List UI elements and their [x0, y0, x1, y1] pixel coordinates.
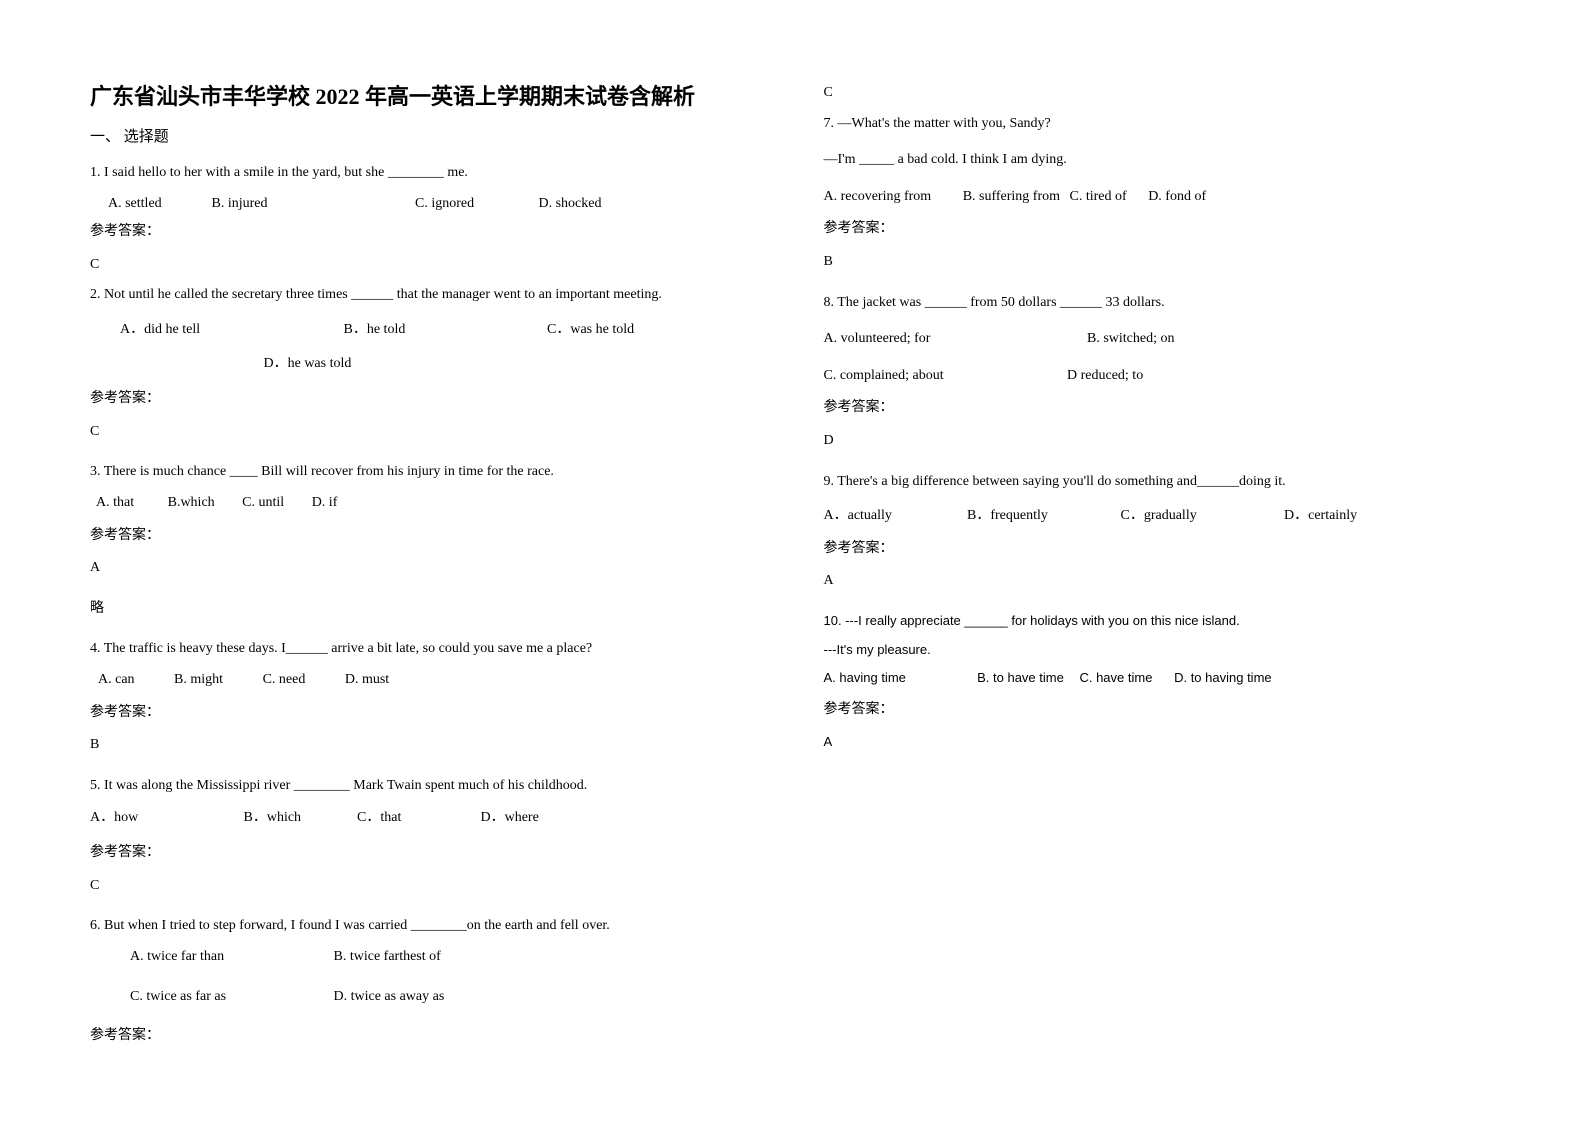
q10-stem1: 10. ---I really appreciate ______ for ho…: [824, 609, 1498, 634]
q10-answer: A: [824, 730, 1498, 755]
q3-stem: 3. There is much chance ____ Bill will r…: [90, 459, 764, 486]
q6-opt-a: A. twice far than: [130, 944, 330, 971]
q8-stem: 8. The jacket was ______ from 50 dollars…: [824, 290, 1498, 317]
q8-ref-label: 参考答案：: [824, 395, 1498, 422]
q2-opt-c: C．was he told: [547, 313, 634, 347]
q2-options: A．did he tell B．he told C．was he told D．…: [90, 313, 764, 380]
q9-opt-c: C．gradually: [1121, 503, 1281, 530]
q10-opt-a: A. having time: [824, 666, 974, 691]
q8-opt-c: C. complained; about: [824, 363, 1064, 390]
q3-note: 略: [90, 596, 764, 623]
q6-options-row1: A. twice far than B. twice farthest of: [90, 944, 764, 971]
q1-opt-d: D. shocked: [539, 191, 602, 218]
q6-opt-b: B. twice farthest of: [334, 944, 441, 971]
q9-opt-d: D．certainly: [1284, 503, 1357, 530]
q9-answer: A: [824, 568, 1498, 595]
document-title: 广东省汕头市丰华学校 2022 年高一英语上学期期末试卷含解析: [90, 80, 764, 113]
q6-opt-d: D. twice as away as: [334, 984, 445, 1011]
q7-answer: B: [824, 249, 1498, 276]
q4-opt-d: D. must: [345, 667, 389, 694]
q9-opt-b: B．frequently: [967, 503, 1117, 530]
q8-opt-d: D reduced; to: [1067, 363, 1143, 390]
q6-stem: 6. But when I tried to step forward, I f…: [90, 913, 764, 940]
q5-ref-label: 参考答案：: [90, 840, 764, 867]
q10-opt-d: D. to having time: [1174, 666, 1272, 691]
q5-opt-b: B．which: [244, 803, 354, 834]
q1-opt-c: C. ignored: [415, 191, 535, 218]
q4-stem: 4. The traffic is heavy these days. I___…: [90, 636, 764, 663]
q8-options-row1: A. volunteered; for B. switched; on: [824, 326, 1498, 353]
q8-opt-b: B. switched; on: [1087, 326, 1175, 353]
q3-opt-b: B.which: [168, 490, 215, 517]
q3-opt-d: D. if: [312, 490, 338, 517]
q6-answer: C: [824, 80, 1498, 107]
q7-options: A. recovering from B. suffering from C. …: [824, 184, 1498, 211]
q1-ref-label: 参考答案：: [90, 219, 764, 246]
q9-ref-label: 参考答案：: [824, 536, 1498, 563]
q2-ref-label: 参考答案：: [90, 386, 764, 413]
q3-ref-label: 参考答案：: [90, 523, 764, 550]
q10-opt-c: C. have time: [1079, 666, 1152, 691]
q4-ref-label: 参考答案：: [90, 700, 764, 727]
q1-answer: C: [90, 252, 764, 279]
q5-opt-c: C．that: [357, 803, 477, 834]
q5-opt-a: A．how: [90, 803, 240, 834]
q5-opt-d: D．where: [481, 803, 539, 834]
q1-opt-b: B. injured: [212, 191, 412, 218]
q5-stem: 5. It was along the Mississippi river __…: [90, 773, 764, 800]
q4-opt-a: A. can: [98, 667, 135, 694]
q4-opt-c: C. need: [263, 667, 306, 694]
q2-opt-d: D．he was told: [264, 347, 352, 381]
q6-opt-c: C. twice as far as: [130, 984, 330, 1011]
q3-opt-a: A. that: [96, 490, 134, 517]
q3-options: A. that B.which C. until D. if: [90, 490, 764, 517]
q7-ref-label: 参考答案：: [824, 216, 1498, 243]
q8-options-row2: C. complained; about D reduced; to: [824, 363, 1498, 390]
q6-options-row2: C. twice as far as D. twice as away as: [90, 984, 764, 1011]
q7-stem1: 7. —What's the matter with you, Sandy?: [824, 111, 1498, 138]
q7-opt-a: A. recovering from: [824, 184, 932, 211]
q10-options: A. having time B. to have time C. have t…: [824, 666, 1498, 691]
q10-opt-b: B. to have time: [977, 666, 1064, 691]
q6-ref-label: 参考答案：: [90, 1023, 764, 1050]
q9-options: A．actually B．frequently C．gradually D．ce…: [824, 503, 1498, 530]
q1-stem: 1. I said hello to her with a smile in t…: [90, 160, 764, 187]
q2-answer: C: [90, 419, 764, 446]
q4-opt-b: B. might: [174, 667, 223, 694]
q1-opt-a: A. settled: [108, 191, 208, 218]
q7-opt-d: D. fond of: [1148, 184, 1206, 211]
q1-options: A. settled B. injured C. ignored D. shoc…: [90, 191, 764, 218]
q10-stem2: ---It's my pleasure.: [824, 638, 1498, 663]
q4-answer: B: [90, 732, 764, 759]
q7-opt-c: C. tired of: [1070, 184, 1127, 211]
q7-stem2: —I'm _____ a bad cold. I think I am dyin…: [824, 147, 1498, 174]
q2-opt-a: A．did he tell: [90, 313, 340, 347]
q3-answer: A: [90, 555, 764, 582]
q2-stem: 2. Not until he called the secretary thr…: [90, 282, 764, 309]
q8-opt-a: A. volunteered; for: [824, 326, 1084, 353]
q3-opt-c: C. until: [242, 490, 284, 517]
q5-options: A．how B．which C．that D．where: [90, 803, 764, 834]
q8-answer: D: [824, 428, 1498, 455]
q2-opt-b: B．he told: [344, 313, 544, 347]
q4-options: A. can B. might C. need D. must: [90, 667, 764, 694]
q5-answer: C: [90, 873, 764, 900]
q10-ref-label: 参考答案：: [824, 697, 1498, 724]
q9-opt-a: A．actually: [824, 503, 964, 530]
section-heading: 一、 选择题: [90, 125, 764, 146]
q7-opt-b: B. suffering from: [963, 184, 1060, 211]
q9-stem: 9. There's a big difference between sayi…: [824, 469, 1498, 496]
